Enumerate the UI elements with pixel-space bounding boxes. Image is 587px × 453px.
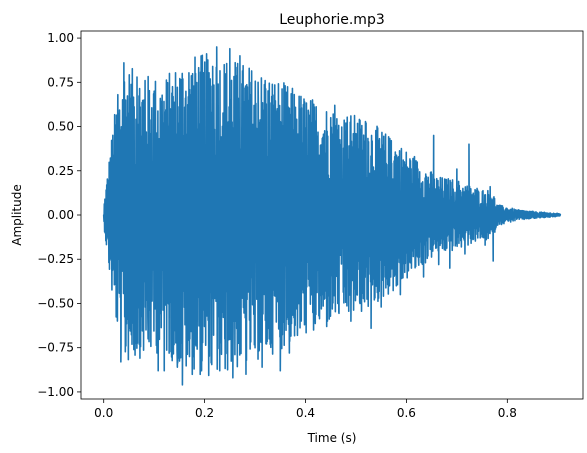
y-tick-label: 0.75 (47, 75, 74, 89)
y-tick-label: 1.00 (47, 31, 74, 45)
x-tick-label: 0.8 (498, 406, 517, 420)
y-tick-label: −0.25 (37, 252, 74, 266)
series-line-waveform (102, 46, 562, 386)
x-axis-ticks: 0.0 0.2 0.4 0.6 0.8 (94, 399, 517, 420)
x-tick-label: 0.4 (296, 406, 315, 420)
x-tick-label: 0.2 (195, 406, 214, 420)
y-tick-label: 0.25 (47, 164, 74, 178)
x-tick-label: 0.0 (94, 406, 113, 420)
y-tick-label: 0.50 (47, 120, 74, 134)
y-tick-label: −0.50 (37, 296, 74, 310)
chart-title: Leuphorie.mp3 (279, 12, 385, 28)
y-tick-label: 0.00 (47, 208, 74, 222)
y-tick-label: −1.00 (37, 385, 74, 399)
plot-area (102, 46, 562, 386)
plot-frame (80, 30, 584, 400)
y-axis-title: Amplitude (10, 184, 24, 246)
x-axis-title: Time (s) (307, 431, 357, 445)
x-tick-label: 0.6 (397, 406, 416, 420)
y-tick-label: −0.75 (37, 341, 74, 355)
y-axis-ticks: −1.00 −0.75 −0.50 −0.25 0.00 0.25 0.50 0.75 1.00 (37, 31, 81, 399)
